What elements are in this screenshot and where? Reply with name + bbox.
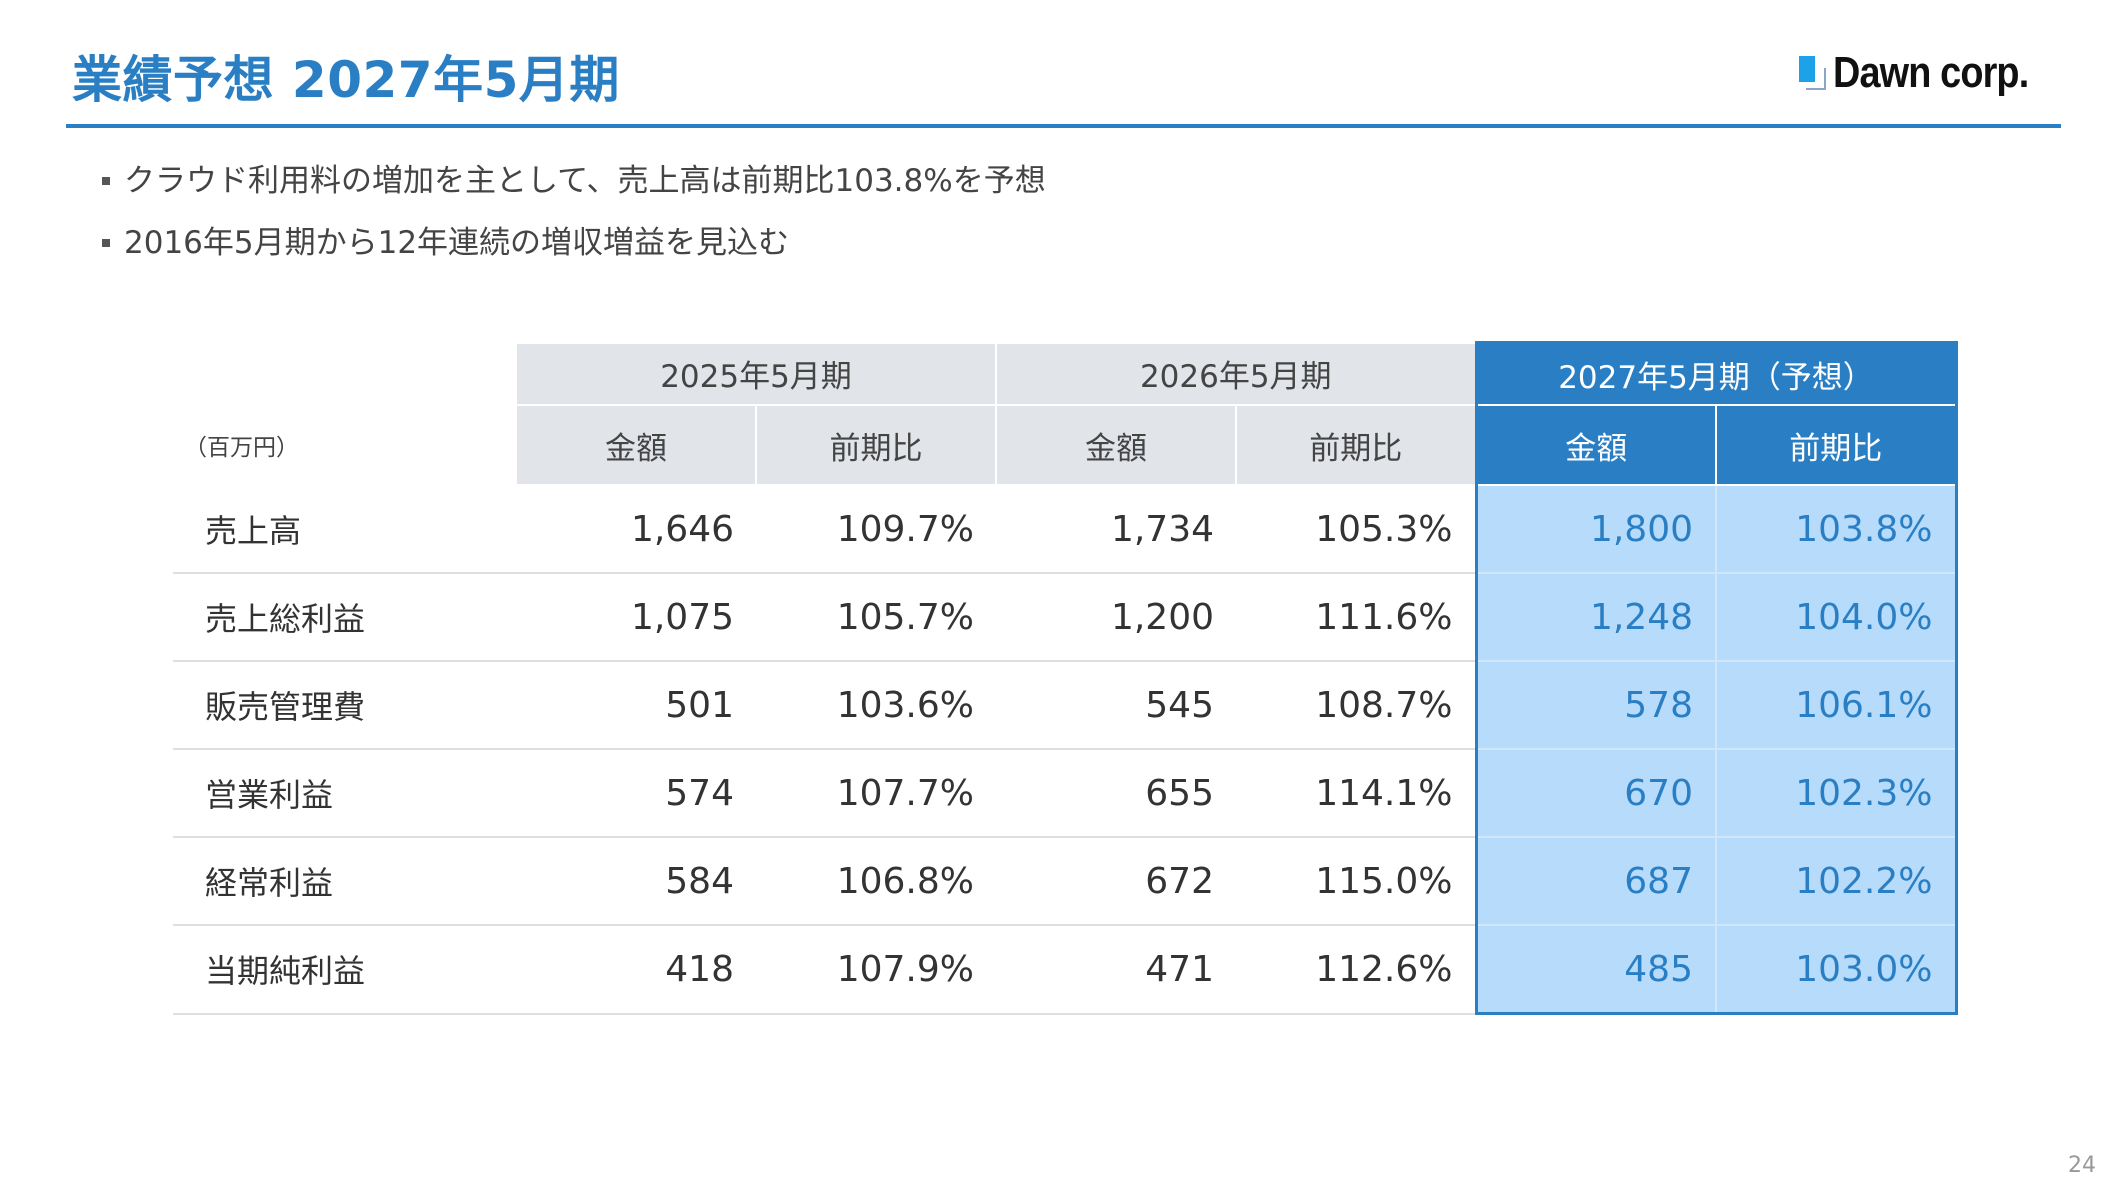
column-header: 前期比 (1715, 404, 1958, 486)
row-label: 販売管理費 (173, 661, 516, 750)
row-label: 営業利益 (173, 749, 516, 838)
corner-cell (172, 341, 517, 406)
table-cell: 112.6% (1236, 925, 1476, 1015)
forecast-cell: 102.2% (1716, 837, 1958, 926)
bullet-icon (102, 239, 110, 247)
table-cell: 107.7% (756, 749, 996, 838)
forecast-cell: 485 (1474, 925, 1717, 1015)
table-cell: 584 (516, 837, 756, 926)
table-cell: 574 (516, 749, 756, 838)
table-cell: 545 (996, 661, 1236, 750)
table-row: 売上高 1,646 109.7% 1,734 105.3% 1,800 103.… (173, 485, 1958, 574)
column-header: 金額 (1474, 404, 1717, 486)
table-cell: 109.7% (756, 485, 996, 574)
forecast-table: 2025年5月期 2026年5月期 2027年5月期（予想） （百万円） 金額 … (172, 341, 1958, 1015)
table-cell: 655 (996, 749, 1236, 838)
table-cell: 1,646 (516, 485, 756, 574)
bullet-text: クラウド利用料の増加を主として、売上高は前期比103.8%を予想 (124, 163, 1046, 199)
bullet-text: 2016年5月期から12年連続の増収増益を見込む (124, 225, 790, 261)
bullet-icon (102, 177, 110, 185)
table-row: 営業利益 574 107.7% 655 114.1% 670 102.3% (173, 749, 1958, 838)
forecast-period-header: 2027年5月期（予想） (1474, 341, 1958, 406)
bullet-list: クラウド利用料の増加を主として、売上高は前期比103.8%を予想 2016年5月… (102, 150, 1046, 274)
table-cell: 418 (516, 925, 756, 1015)
column-header: 前期比 (1235, 404, 1477, 486)
column-header: 金額 (515, 404, 757, 486)
table-cell: 1,075 (516, 573, 756, 662)
table-cell: 105.3% (1236, 485, 1476, 574)
period-header: 2026年5月期 (995, 341, 1477, 406)
table-cell: 471 (996, 925, 1236, 1015)
table-row: 経常利益 584 106.8% 672 115.0% 687 102.2% (173, 837, 1958, 926)
table-cell: 1,200 (996, 573, 1236, 662)
row-label: 経常利益 (173, 837, 516, 926)
column-header: 前期比 (755, 404, 997, 486)
row-label: 当期純利益 (173, 925, 516, 1015)
row-label: 売上高 (173, 485, 516, 574)
table-cell: 106.8% (756, 837, 996, 926)
forecast-cell: 687 (1474, 837, 1717, 926)
unit-label: （百万円） (172, 404, 517, 486)
forecast-cell: 1,248 (1474, 573, 1717, 662)
logo-text: Dawn corp. (1832, 48, 2029, 97)
forecast-cell: 104.0% (1716, 573, 1958, 662)
bullet-item: クラウド利用料の増加を主として、売上高は前期比103.8%を予想 (102, 150, 1046, 212)
table-row: 当期純利益 418 107.9% 471 112.6% 485 103.0% (173, 925, 1958, 1015)
logo-icon (1798, 56, 1826, 90)
company-logo: Dawn corp. (1798, 48, 2060, 98)
forecast-cell: 102.3% (1716, 749, 1958, 838)
table-cell: 108.7% (1236, 661, 1476, 750)
table-cell: 111.6% (1236, 573, 1476, 662)
table-cell: 672 (996, 837, 1236, 926)
table-cell: 103.6% (756, 661, 996, 750)
table-cell: 107.9% (756, 925, 996, 1015)
header-divider (66, 124, 2061, 128)
row-label: 売上総利益 (173, 573, 516, 662)
column-header: 金額 (995, 404, 1237, 486)
table-cell: 501 (516, 661, 756, 750)
page-title: 業績予想 2027年5月期 (72, 51, 620, 109)
bullet-item: 2016年5月期から12年連続の増収増益を見込む (102, 212, 1046, 274)
forecast-cell: 578 (1474, 661, 1717, 750)
table-cell: 115.0% (1236, 837, 1476, 926)
forecast-cell: 1,800 (1474, 485, 1717, 574)
table-cell: 114.1% (1236, 749, 1476, 838)
forecast-cell: 103.0% (1716, 925, 1958, 1015)
forecast-cell: 106.1% (1716, 661, 1958, 750)
page-number: 24 (2068, 1153, 2096, 1178)
table-cell: 105.7% (756, 573, 996, 662)
period-header: 2025年5月期 (515, 341, 997, 406)
table-cell: 1,734 (996, 485, 1236, 574)
forecast-cell: 103.8% (1716, 485, 1958, 574)
table-row: 売上総利益 1,075 105.7% 1,200 111.6% 1,248 10… (173, 573, 1958, 662)
table-row: 販売管理費 501 103.6% 545 108.7% 578 106.1% (173, 661, 1958, 750)
forecast-cell: 670 (1474, 749, 1717, 838)
